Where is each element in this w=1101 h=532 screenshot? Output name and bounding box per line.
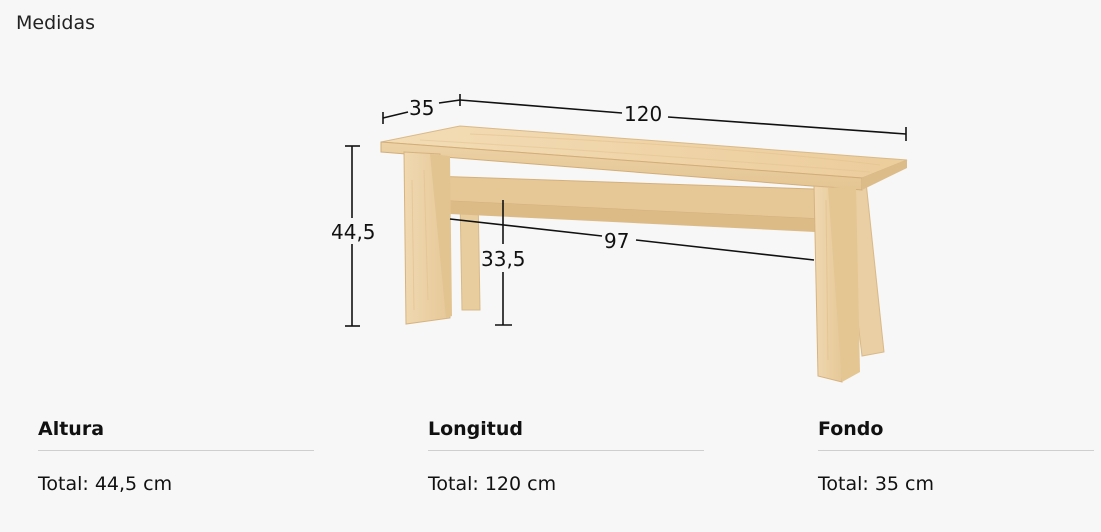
bench-dimension-illustration: 35 120 44,5 33,5 97 (0, 0, 1101, 400)
depth-label: 35 (409, 96, 434, 120)
bench-image (381, 126, 907, 382)
spec-altura: Altura Total: 44,5 cm (38, 416, 314, 495)
spec-heading: Longitud (428, 416, 704, 451)
height-label: 44,5 (331, 220, 376, 244)
spec-value: Total: 35 cm (818, 473, 1094, 495)
spec-heading: Altura (38, 416, 314, 451)
spec-fondo: Fondo Total: 35 cm (818, 416, 1094, 495)
inner-length-label: 97 (604, 229, 629, 253)
spec-longitud: Longitud Total: 120 cm (428, 416, 704, 495)
inner-height-label: 33,5 (481, 247, 526, 271)
length-label: 120 (624, 102, 662, 126)
spec-value: Total: 120 cm (428, 473, 704, 495)
spec-heading: Fondo (818, 416, 1094, 451)
spec-value: Total: 44,5 cm (38, 473, 314, 495)
